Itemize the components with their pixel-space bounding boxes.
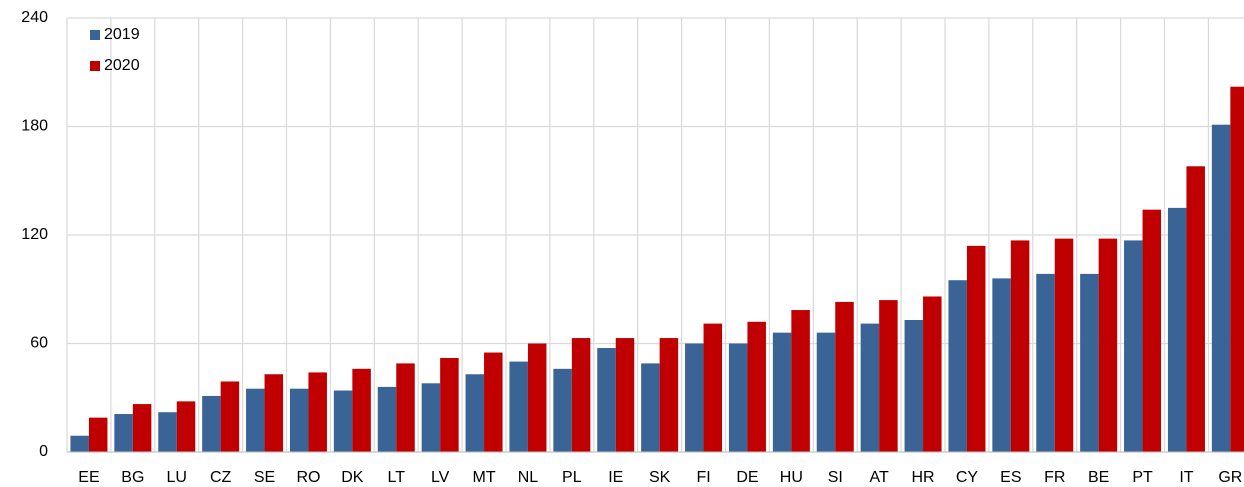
- bar: [879, 300, 898, 452]
- bar: [527, 343, 547, 452]
- x-tick-label: CY: [956, 469, 979, 486]
- bar: [264, 374, 284, 452]
- y-tick-label: 60: [30, 335, 48, 352]
- x-tick-label: PT: [1132, 469, 1153, 486]
- bar: [176, 401, 196, 452]
- bar: [772, 332, 792, 452]
- x-tick-label: AT: [870, 469, 889, 486]
- bar: [289, 388, 309, 452]
- x-tick-label: NL: [518, 469, 539, 486]
- bar: [158, 412, 177, 452]
- x-tick-label: SE: [254, 469, 275, 486]
- bar: [88, 417, 108, 452]
- bar: [1186, 166, 1205, 453]
- bar: [835, 301, 854, 452]
- x-tick-label: MT: [472, 469, 495, 486]
- x-tick-label: DK: [341, 469, 364, 486]
- bar: [659, 338, 679, 452]
- x-tick-label: BG: [121, 469, 144, 486]
- y-tick-label: 0: [39, 443, 48, 460]
- bar: [1080, 273, 1099, 452]
- bar: [377, 386, 397, 452]
- bar: [220, 381, 240, 452]
- bar: [685, 343, 704, 452]
- bar: [308, 372, 327, 452]
- bar: [553, 368, 572, 452]
- x-tick-label: FI: [696, 469, 710, 486]
- bar: [396, 363, 415, 452]
- bar: [966, 245, 986, 452]
- x-tick-label: EE: [78, 469, 99, 486]
- x-tick-label: IT: [1179, 469, 1193, 486]
- legend-label: 2019: [104, 26, 140, 43]
- bar: [904, 319, 924, 452]
- bar: [202, 395, 221, 452]
- bar: [791, 310, 810, 452]
- bar: [352, 368, 371, 452]
- x-tick-label: ES: [1000, 469, 1021, 486]
- bar: [1054, 238, 1074, 452]
- bar: [1036, 273, 1055, 452]
- x-tick-label: LV: [431, 469, 450, 486]
- legend-swatch: [90, 61, 100, 71]
- bar: [484, 352, 503, 452]
- x-tick-label: IE: [608, 469, 623, 486]
- x-tick-label: RO: [296, 469, 320, 486]
- legend-swatch: [90, 30, 100, 40]
- x-tick-label: SI: [828, 469, 843, 486]
- bar: [816, 332, 836, 452]
- x-tick-label: LT: [388, 469, 406, 486]
- bar: [333, 390, 353, 452]
- bar: [132, 404, 152, 452]
- bar: [860, 323, 880, 452]
- bar: [728, 343, 748, 452]
- y-tick-label: 240: [21, 9, 48, 26]
- bar: [114, 414, 133, 452]
- x-tick-label: BE: [1088, 469, 1109, 486]
- x-tick-label: HR: [911, 469, 934, 486]
- bar: [948, 280, 967, 452]
- x-tick-label: SK: [649, 469, 671, 486]
- bar: [1230, 86, 1244, 452]
- x-tick-label: DE: [736, 469, 758, 486]
- bar: [1211, 124, 1231, 453]
- legend-label: 2020: [104, 57, 140, 74]
- bar: [70, 435, 89, 452]
- bar: [1142, 209, 1162, 452]
- x-tick-label: FR: [1044, 469, 1065, 486]
- y-tick-label: 180: [21, 118, 48, 135]
- bar: [440, 357, 459, 452]
- x-tick-label: HU: [780, 469, 803, 486]
- bar: [747, 321, 766, 452]
- x-tick-label: LU: [167, 469, 187, 486]
- x-tick-label: PL: [562, 469, 582, 486]
- bar: [992, 278, 1011, 452]
- x-tick-label: GR: [1218, 469, 1242, 486]
- bar: [597, 348, 616, 452]
- bar: [1010, 240, 1030, 452]
- y-tick-label: 120: [21, 226, 48, 243]
- bar: [1098, 238, 1118, 452]
- bar: [1167, 207, 1187, 452]
- bar: [246, 388, 265, 452]
- bar: [703, 323, 723, 452]
- bar: [1124, 240, 1143, 452]
- bar: [421, 383, 441, 452]
- bar: [641, 363, 660, 452]
- bar: [509, 361, 528, 452]
- bar: [465, 374, 485, 452]
- x-tick-label: CZ: [210, 469, 232, 486]
- bar: [571, 338, 591, 452]
- bar: [923, 296, 942, 452]
- bar: [615, 338, 635, 452]
